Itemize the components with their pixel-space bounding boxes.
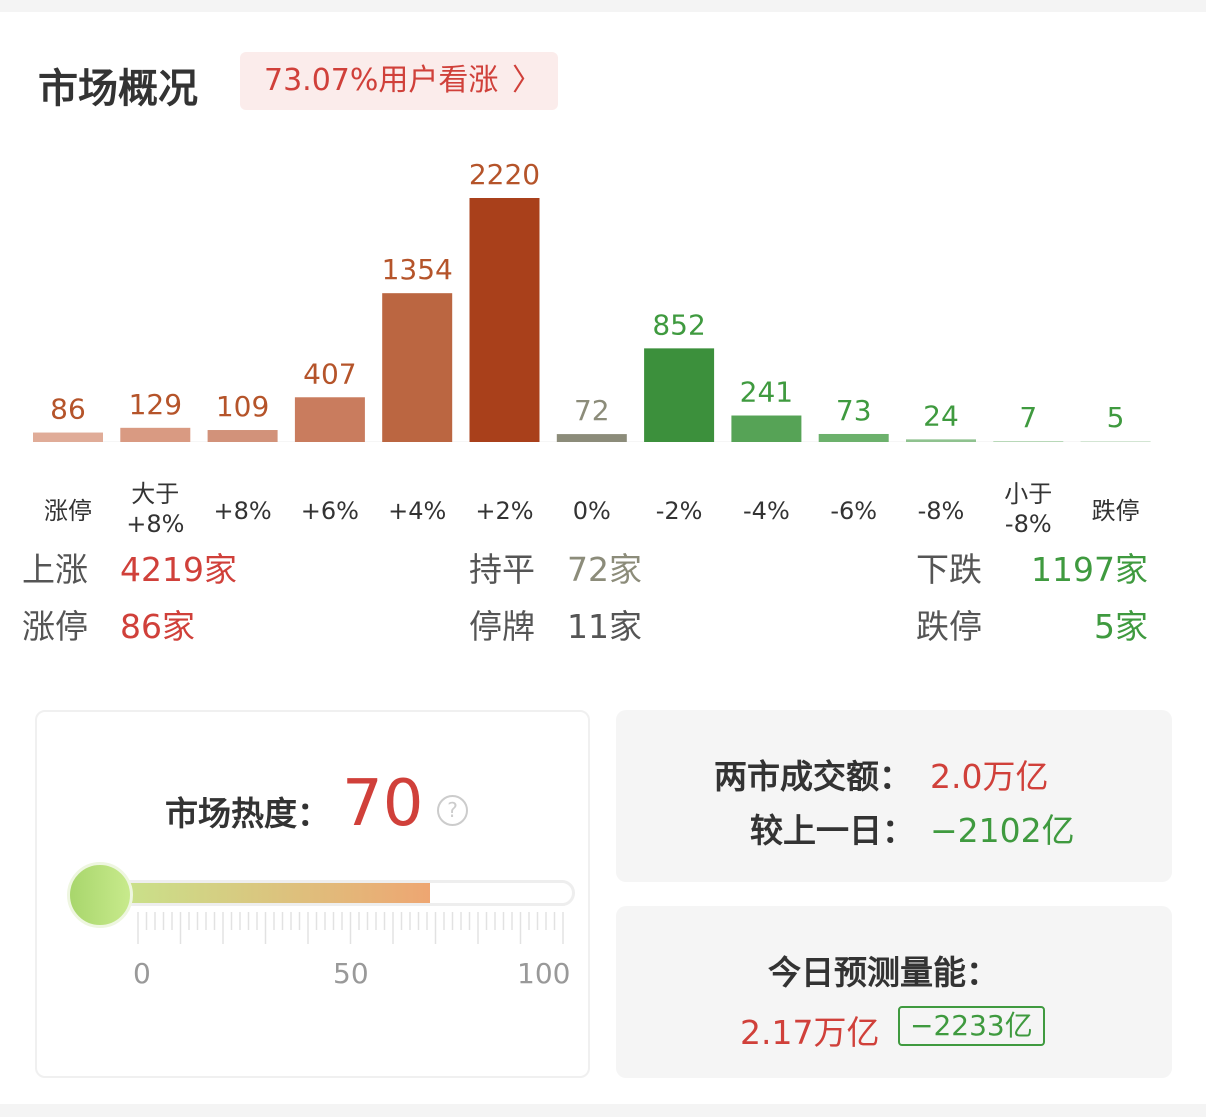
heat-gauge <box>97 880 575 906</box>
x-tick-label: 小于 -8% <box>1004 480 1053 538</box>
turnover-panel: 两市成交额： 2.0万亿 较上一日： −2102亿 <box>616 710 1172 882</box>
x-tick-label: 涨停 <box>44 497 92 525</box>
scale-min: 0 <box>133 957 151 990</box>
bar-value-label: 852 <box>652 308 705 341</box>
suspended-count: 11家 <box>567 607 642 646</box>
gauge-ticks <box>137 912 564 944</box>
bar <box>1080 441 1151 442</box>
scale-max: 100 <box>517 957 571 990</box>
compare-label: 较上一日： <box>750 811 915 850</box>
turnover-label: 两市成交额： <box>714 757 912 796</box>
chevron-right-icon: 〉 <box>512 63 542 98</box>
x-tick-label: -2% <box>655 497 703 525</box>
limit-up-count: 86家 <box>120 607 195 646</box>
page-title: 市场概况 <box>38 66 198 112</box>
up-count: 4219家 <box>120 550 237 589</box>
distribution-chart: 86 129 109 407 1354 2220 72 852 241 73 24 7 5 <box>33 158 1151 442</box>
bar <box>818 433 889 442</box>
bar-value-label: 72 <box>574 394 610 427</box>
x-tick-label: -4% <box>743 497 790 525</box>
bar <box>906 439 976 442</box>
heat-label: 市场热度： <box>165 794 330 833</box>
compare-value: −2102亿 <box>930 811 1075 850</box>
help-icon[interactable]: ? <box>437 795 468 826</box>
forecast-delta-badge: −2233亿 <box>898 1006 1045 1046</box>
scale-mid: 50 <box>333 957 369 990</box>
bar-value-label: 129 <box>129 388 182 421</box>
limit-down-count: 5家 <box>1094 607 1148 646</box>
bar <box>382 293 453 442</box>
bar-value-label: 407 <box>303 357 356 390</box>
bar <box>731 415 802 442</box>
bar-value-label: 7 <box>1019 401 1037 434</box>
bar <box>294 397 365 442</box>
turnover-value: 2.0万亿 <box>930 757 1049 796</box>
gauge-knob <box>67 862 133 928</box>
bar-value-label: 5 <box>1107 401 1125 434</box>
market-heat-panel: 市场热度： 70 ? 0 50 100 <box>35 710 590 1078</box>
heat-gauge-fill <box>100 883 431 903</box>
x-tick-label: 跌停 <box>1091 497 1140 525</box>
x-tick-label: -8% <box>917 497 965 525</box>
sentiment-badge[interactable]: 73.07%用户看涨〉 <box>240 52 558 110</box>
bar-value-label: 24 <box>923 399 959 432</box>
forecast-value: 2.17万亿 <box>740 1013 880 1052</box>
bar <box>469 198 540 442</box>
bar-value-label: 73 <box>836 394 872 427</box>
bar-value-label: 2220 <box>469 158 540 191</box>
x-tick-label: 0% <box>572 497 611 525</box>
bar <box>993 441 1064 442</box>
x-tick-label: +8% <box>213 497 272 525</box>
forecast-label: 今日预测量能： <box>768 953 999 992</box>
up-label: 上涨 <box>22 550 88 589</box>
heat-value: 70 <box>342 767 424 841</box>
bar-value-label: 241 <box>740 376 793 409</box>
x-tick-label: -6% <box>830 497 878 525</box>
bar <box>644 348 715 442</box>
bar-value-label: 1354 <box>382 253 453 286</box>
bar-value-label: 109 <box>216 390 269 423</box>
bar <box>120 427 191 442</box>
x-tick-label: +4% <box>388 497 447 525</box>
bar <box>207 430 278 442</box>
flat-count: 72家 <box>567 550 642 589</box>
forecast-panel: 今日预测量能： 2.17万亿 −2233亿 <box>616 906 1172 1078</box>
sentiment-label: 73.07%用户看涨 <box>264 63 499 98</box>
down-count: 1197家 <box>1031 550 1148 589</box>
bar <box>556 434 627 442</box>
limit-up-label: 涨停 <box>22 607 88 646</box>
limit-down-label: 跌停 <box>916 607 982 646</box>
bar-value-label: 86 <box>50 393 86 426</box>
flat-label: 持平 <box>469 550 535 589</box>
x-tick-label: +6% <box>300 497 359 525</box>
suspended-label: 停牌 <box>469 607 535 646</box>
x-tick-label: +2% <box>475 497 534 525</box>
x-tick-label: 大于 +8% <box>126 480 185 538</box>
down-label: 下跌 <box>916 550 982 589</box>
bar <box>33 432 103 442</box>
